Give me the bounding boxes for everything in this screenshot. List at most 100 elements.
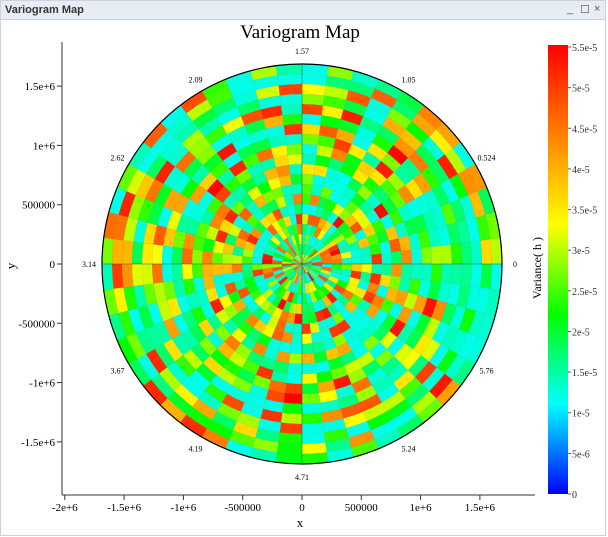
colorbar-tick-label: 5.5e-5: [572, 43, 597, 54]
polar-cell: [420, 263, 433, 282]
colorbar-tick-label: 3.5e-5: [572, 206, 597, 217]
y-tick-label: -500000: [18, 318, 55, 330]
angle-label: 1.57: [295, 47, 309, 56]
polar-cell: [292, 323, 303, 335]
polar-cell: [283, 123, 303, 136]
polar-cell: [301, 422, 325, 435]
polar-cell: [400, 249, 413, 265]
polar-cell: [283, 392, 303, 405]
polar-cell: [341, 263, 353, 271]
y-tick-label: 0: [50, 259, 56, 271]
colorbar-tick-label: 5e-5: [572, 84, 590, 95]
angle-label: 2.62: [111, 154, 125, 163]
polar-cell: [301, 213, 309, 225]
polar-cell: [293, 313, 303, 325]
polar-cell: [151, 263, 164, 284]
colorbar-tick-label: 1e-5: [572, 409, 590, 420]
polar-cell: [301, 323, 312, 335]
x-tick-label: 1e+6: [410, 502, 433, 514]
colorbar-tick-label: 4e-5: [572, 165, 590, 176]
polar-cell: [301, 333, 313, 345]
angle-label: 4.19: [189, 444, 203, 453]
chart-title: Variogram Map: [240, 22, 360, 43]
polar-cell: [301, 183, 313, 195]
polar-cell: [371, 253, 383, 265]
polar-cell: [381, 252, 393, 265]
polar-cell: [131, 241, 144, 265]
polar-cell: [279, 93, 303, 106]
polar-cell: [287, 153, 303, 166]
polar-cell: [286, 372, 303, 385]
colorbar-label: Variance( h ): [530, 237, 544, 299]
polar-cell: [278, 432, 303, 445]
polar-cell: [290, 173, 303, 185]
polar-cell: [440, 244, 453, 265]
window-frame: [0, 20, 606, 536]
polar-cell: [470, 263, 483, 288]
polar-cell: [295, 303, 303, 315]
polar-cell: [301, 153, 317, 166]
y-tick-label: -1e+6: [29, 378, 55, 390]
colorbar-tick-label: 2.5e-5: [572, 287, 597, 298]
colorbar-tick-label: 4.5e-5: [572, 124, 597, 135]
polar-cell: [361, 263, 373, 274]
polar-cell: [301, 113, 322, 126]
polar-cell: [171, 246, 184, 265]
polar-cell: [181, 263, 194, 280]
colorbar-tick-label: 1.5e-5: [572, 368, 597, 379]
polar-cell: [276, 73, 303, 86]
polar-cell: [141, 263, 154, 286]
polar-cell: [301, 203, 311, 215]
polar-cell: [241, 255, 253, 265]
polar-cell: [141, 242, 154, 265]
polar-cell: [301, 193, 312, 205]
polar-cell: [284, 133, 303, 146]
polar-cell: [410, 248, 423, 265]
polar-cell: [301, 432, 326, 445]
polar-cell: [301, 362, 317, 375]
polar-cell: [282, 402, 303, 415]
colorbar-tick-label: 5e-6: [572, 449, 590, 460]
polar-cell: [221, 263, 233, 275]
polar-cell: [301, 93, 325, 106]
polar-cell: [284, 382, 303, 395]
maximize-button[interactable]: ☐: [580, 4, 590, 16]
angle-label: 5.24: [402, 444, 416, 453]
polar-cell: [251, 257, 263, 265]
polar-cell: [201, 250, 214, 265]
colorbar-tick-label: 3e-5: [572, 246, 590, 257]
polar-cell: [301, 163, 316, 176]
polar-cell: [287, 362, 303, 375]
polar-cell: [161, 245, 174, 265]
x-tick-label: -1e+6: [171, 502, 197, 514]
angle-label: 4.71: [295, 473, 309, 482]
polar-cell: [430, 263, 443, 283]
polar-cell: [280, 412, 303, 425]
polar-cell: [221, 253, 233, 265]
colorbar-tick-label: 0: [572, 490, 577, 501]
polar-cell: [278, 83, 303, 96]
close-button[interactable]: ×: [594, 3, 601, 15]
polar-cell: [131, 263, 144, 287]
window-title: Variogram Map: [5, 4, 84, 16]
polar-cell: [301, 412, 324, 425]
angle-label: 1.05: [402, 76, 416, 85]
polar-cell: [460, 263, 473, 287]
angle-label: 0.524: [477, 154, 495, 163]
polar-cell: [420, 246, 433, 265]
polar-cell: [410, 263, 423, 280]
polar-cell: [400, 263, 413, 279]
colorbar: [548, 45, 568, 494]
polar-cell: [301, 173, 314, 185]
polar-cell: [440, 263, 453, 284]
polar-cell: [301, 392, 321, 405]
polar-cell: [282, 113, 303, 126]
polar-cell: [111, 238, 124, 265]
minimize-button[interactable]: _: [567, 3, 574, 15]
polar-cell: [288, 352, 303, 365]
y-tick-label: 1.5e+6: [25, 81, 56, 93]
angle-label: 2.09: [189, 76, 203, 85]
x-tick-label: -2e+6: [52, 502, 78, 514]
x-axis-label: x: [297, 515, 304, 530]
